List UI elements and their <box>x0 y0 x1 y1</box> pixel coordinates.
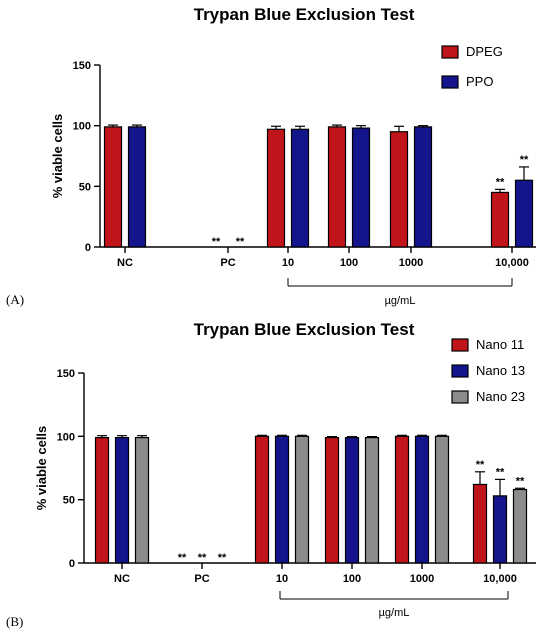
bar <box>324 436 340 564</box>
y-tick-label: 100 <box>73 121 91 133</box>
y-tick-label: 150 <box>73 60 91 72</box>
x-tick-label: NC <box>114 573 130 585</box>
panel-label: (A) <box>6 292 24 307</box>
bar <box>294 435 310 564</box>
y-tick-label: 0 <box>85 242 91 254</box>
bracket-label: µg/mL <box>379 607 410 619</box>
legend-swatch <box>441 75 459 89</box>
chart-panel-a: Trypan Blue Exclusion Test (A) 0 50 100 150 % … <box>6 5 536 307</box>
x-tick-label: 100 <box>340 257 358 269</box>
bar <box>514 179 534 248</box>
legend-swatch <box>451 364 469 378</box>
legend-label: Nano 13 <box>476 363 525 378</box>
bar <box>351 127 371 248</box>
significance-mark: ** <box>520 154 529 166</box>
x-tick-label: 1000 <box>410 573 434 585</box>
bar <box>364 436 380 564</box>
x-tick-label: PC <box>220 257 235 269</box>
bar <box>254 435 270 564</box>
legend-swatch <box>441 45 459 59</box>
legend-label: DPEG <box>466 44 503 59</box>
significance-mark: ** <box>212 236 221 248</box>
bracket-label: µg/mL <box>385 295 416 307</box>
legend-label: Nano 11 <box>476 337 524 352</box>
y-tick-label: 100 <box>57 431 75 443</box>
bar <box>434 435 450 564</box>
bar <box>127 126 147 248</box>
bar <box>134 436 150 564</box>
bar <box>490 191 510 248</box>
significance-mark: ** <box>516 475 525 487</box>
bar <box>414 435 430 564</box>
significance-mark: ** <box>198 552 207 564</box>
bar <box>290 128 310 248</box>
bar <box>103 126 123 248</box>
legend-swatch <box>451 338 469 352</box>
y-tick-label: 0 <box>69 558 75 570</box>
x-tick-label: 100 <box>343 573 361 585</box>
y-axis-label: % viable cells <box>50 114 65 199</box>
panel-label: (B) <box>6 614 23 629</box>
legend-label: PPO <box>466 74 493 89</box>
x-tick-label: 10,000 <box>495 257 529 269</box>
significance-mark: ** <box>218 552 227 564</box>
chart-title: Trypan Blue Exclusion Test <box>194 5 415 24</box>
y-tick-label: 150 <box>57 368 75 380</box>
x-tick-label: NC <box>117 257 133 269</box>
x-tick-label: 10 <box>282 257 294 269</box>
legend-label: Nano 23 <box>476 389 525 404</box>
significance-mark: ** <box>496 176 505 188</box>
bar <box>512 488 528 564</box>
bar <box>413 126 433 248</box>
significance-mark: ** <box>476 459 485 471</box>
chart-title: Trypan Blue Exclusion Test <box>194 320 415 339</box>
significance-mark: ** <box>178 552 187 564</box>
bar <box>492 495 508 564</box>
bar <box>389 131 409 248</box>
y-tick-label: 50 <box>63 495 75 507</box>
bar <box>266 128 286 248</box>
y-tick-label: 50 <box>79 181 91 193</box>
bar <box>472 483 488 564</box>
y-axis-label: % viable cells <box>34 426 49 511</box>
significance-mark: ** <box>236 236 245 248</box>
bar <box>327 126 347 248</box>
significance-mark: ** <box>496 466 505 478</box>
x-tick-label: PC <box>194 573 209 585</box>
x-tick-label: 10 <box>276 573 288 585</box>
bar <box>94 436 110 564</box>
bar <box>274 435 290 564</box>
legend-swatch <box>451 390 469 404</box>
bar <box>114 436 130 564</box>
chart-panel-b: Trypan Blue Exclusion Test (B) 0 50 100 150 % … <box>6 320 536 629</box>
bar <box>344 436 360 564</box>
bar <box>394 435 410 564</box>
x-tick-label: 1000 <box>399 257 423 269</box>
x-tick-label: 10,000 <box>483 573 517 585</box>
